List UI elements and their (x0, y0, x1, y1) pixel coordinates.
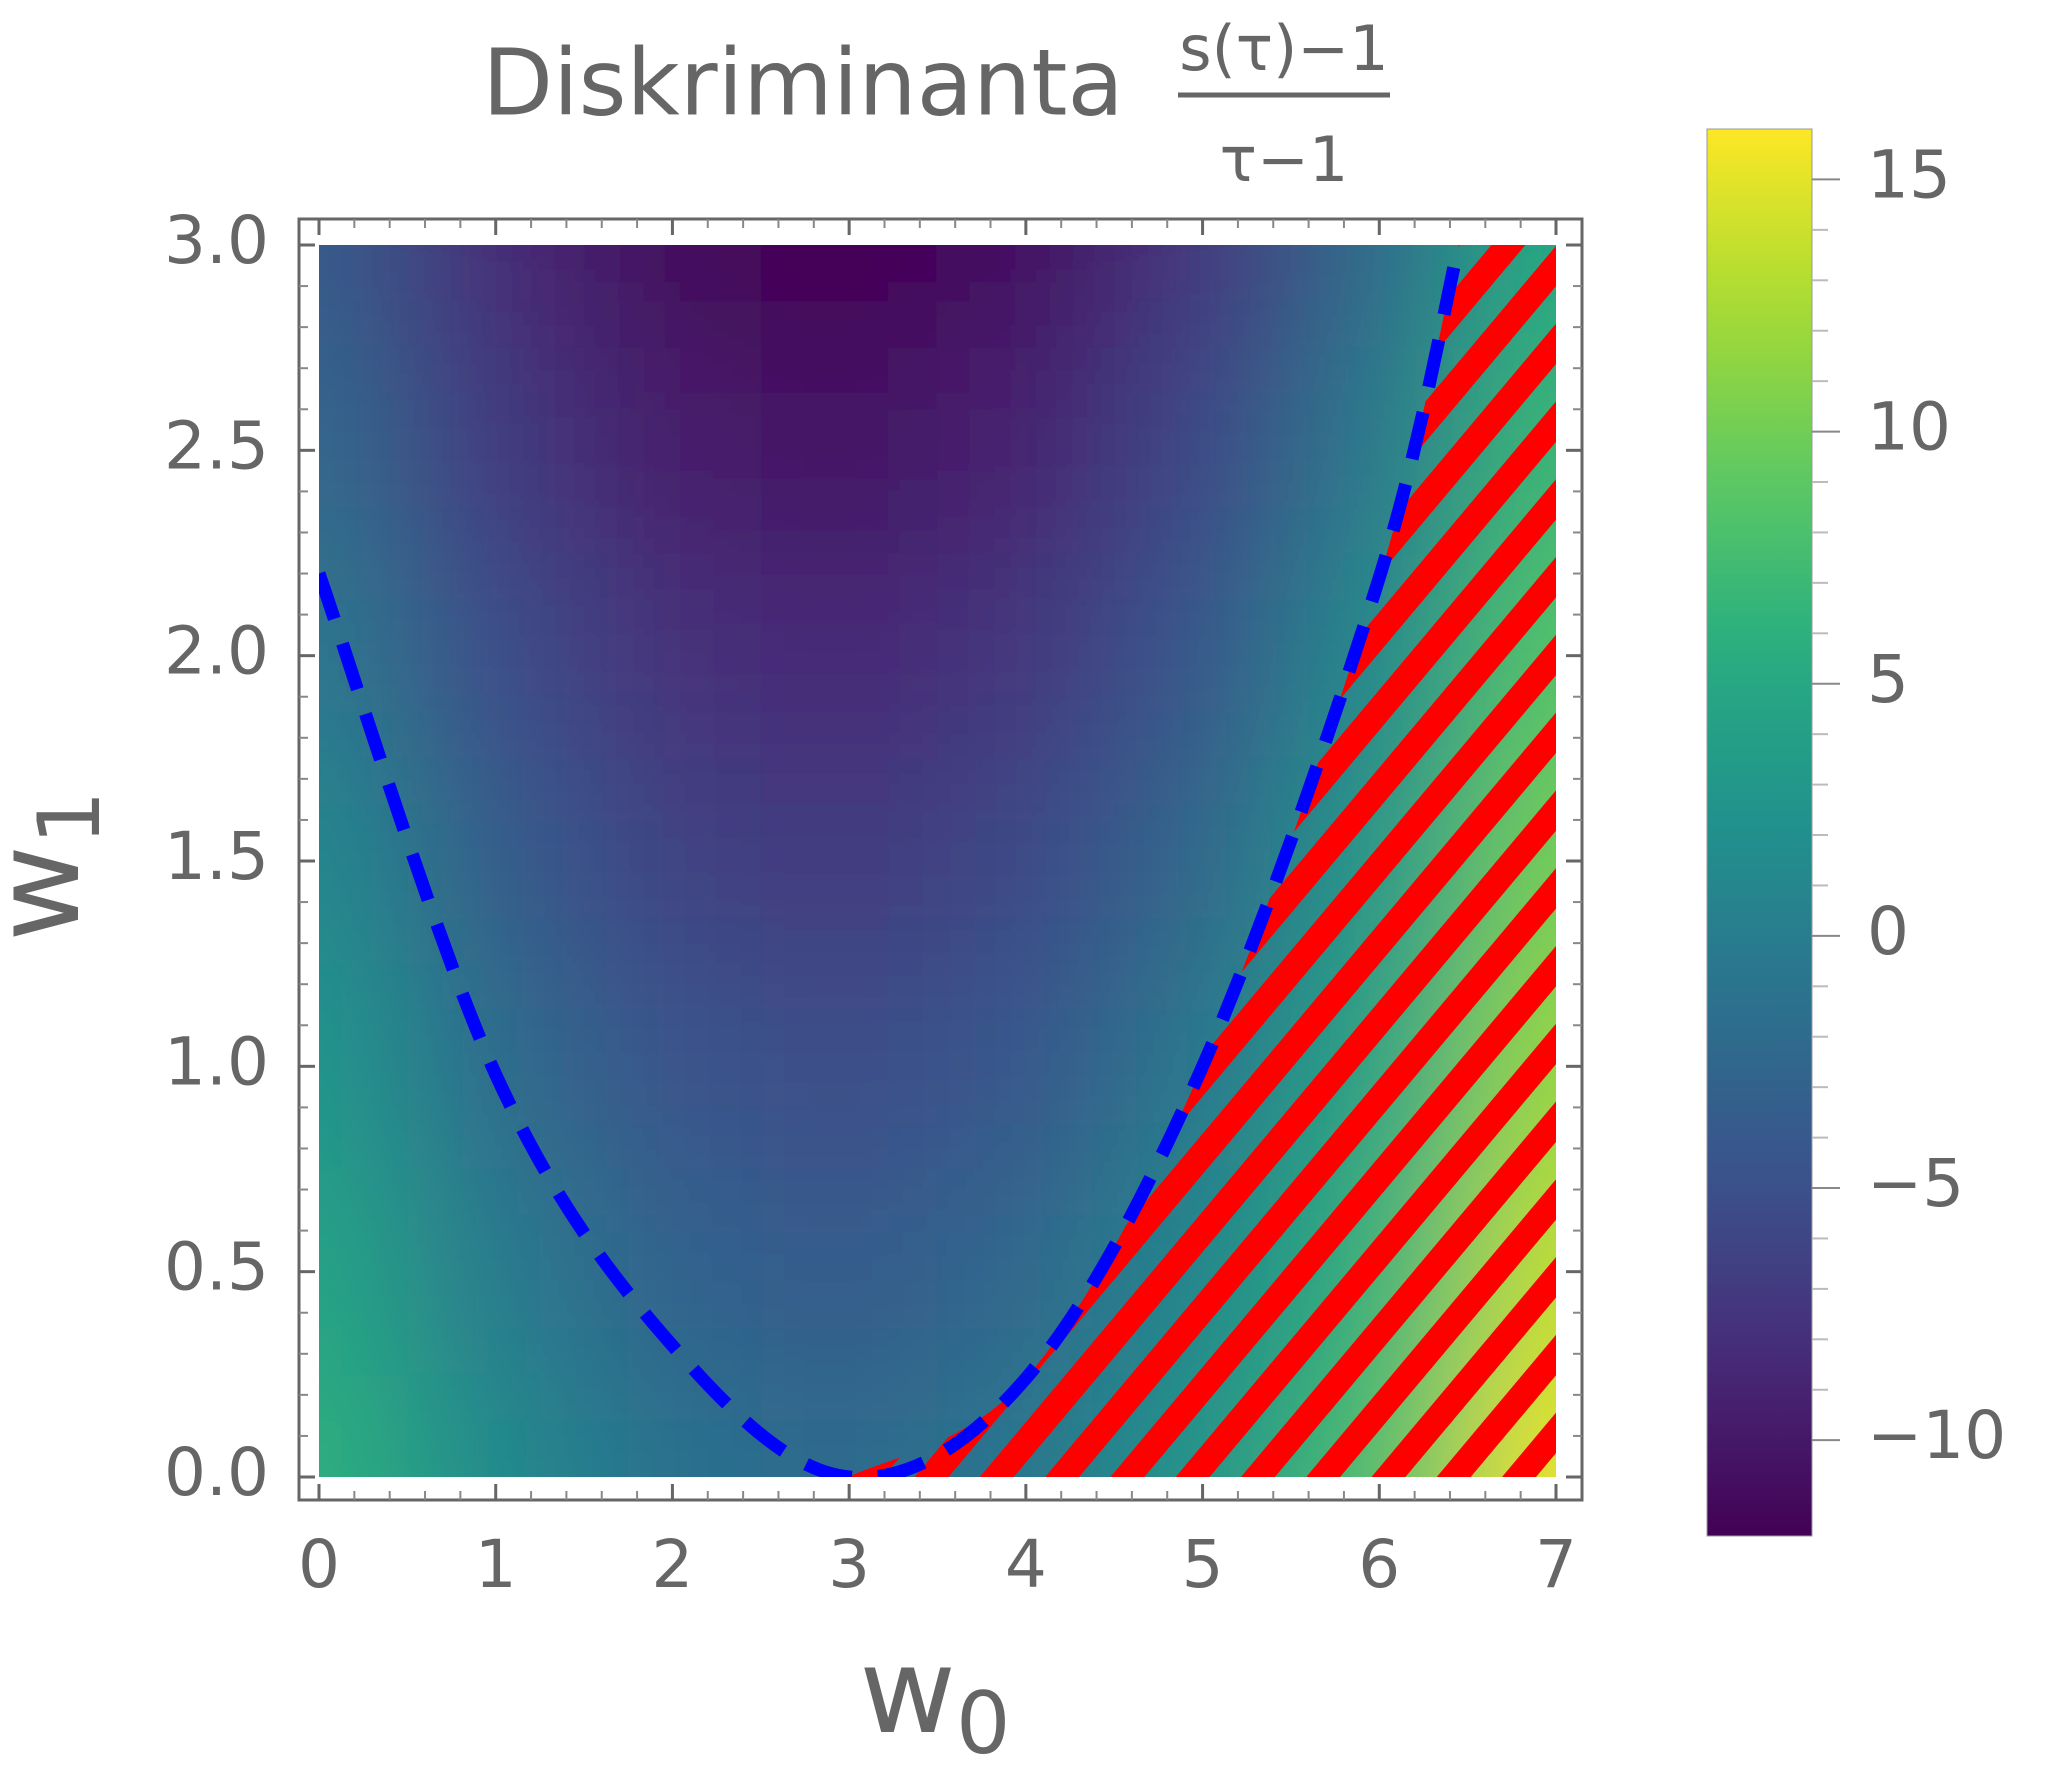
density-cell (584, 553, 761, 759)
density-cell (937, 347, 1115, 553)
y-label-sub: 1 (20, 790, 120, 845)
density-cell (760, 1169, 938, 1375)
x-tick-label: 5 (1182, 1526, 1224, 1603)
density-field (319, 245, 1556, 1477)
x-tick-label: 4 (1005, 1526, 1047, 1603)
x-tick-label: 6 (1358, 1526, 1400, 1603)
y-tick-label: 3.0 (164, 202, 269, 279)
y-tick-label: 1.0 (164, 1023, 269, 1100)
x-tick-label: 1 (475, 1526, 517, 1603)
y-tick-label: 1.5 (164, 818, 269, 895)
x-tick-label: 0 (298, 1526, 340, 1603)
x-label-sub: 0 (956, 1674, 1011, 1770)
density-cell (937, 553, 1115, 759)
y-tick-label: 0.0 (164, 1434, 269, 1511)
density-cell (407, 245, 585, 348)
x-axis-label: w0 (859, 1622, 1010, 1770)
colorbar-tick-label: −10 (1867, 1397, 2006, 1474)
density-cell (1290, 245, 1468, 348)
density-cell (584, 758, 761, 964)
density-cells (319, 245, 1556, 1477)
density-cell (760, 347, 938, 553)
colorbar-tick-label: 15 (1867, 136, 1951, 213)
density-cell (407, 553, 585, 759)
density-cell (937, 245, 1115, 348)
x-label-base: w (859, 1622, 956, 1760)
y-axis-label: w1 (0, 790, 120, 941)
density-cell (760, 963, 938, 1169)
density-cell (584, 347, 761, 553)
colorbar-tick-label: 0 (1867, 893, 1909, 970)
colorbar-tick-label: −5 (1867, 1145, 1964, 1222)
density-cell (319, 245, 408, 348)
density-cell (407, 347, 585, 553)
density-cell (319, 963, 408, 1169)
density-cell (1114, 347, 1291, 553)
boundary-curve (319, 245, 1466, 1477)
colorbar (1706, 128, 1813, 1537)
density-cell (760, 245, 938, 348)
colorbar-tick-label: 5 (1867, 641, 1909, 718)
y-tick-label: 2.0 (164, 613, 269, 690)
density-cell (937, 963, 1115, 1169)
density-cell (1114, 245, 1291, 348)
density-cell (760, 758, 938, 964)
density-cell (319, 1169, 408, 1375)
x-tick-label: 7 (1535, 1526, 1577, 1603)
density-cell (319, 347, 408, 553)
density-cell (584, 245, 761, 348)
hatch-region (849, 245, 1556, 1477)
density-cell (937, 758, 1115, 964)
colorbar-tick-label: 10 (1867, 389, 1951, 466)
density-cell (1114, 553, 1291, 759)
density-cell (407, 1169, 585, 1375)
y-label-base: w (0, 845, 106, 942)
density-cell (584, 963, 761, 1169)
chart-title: Diskriminanta (482, 29, 1124, 136)
y-tick-label: 0.5 (164, 1229, 269, 1306)
y-tick-label: 2.5 (164, 407, 269, 484)
x-tick-label: 2 (651, 1526, 693, 1603)
density-cell (407, 1374, 585, 1477)
density-cell (319, 1374, 408, 1477)
title-denominator: τ−1 (1220, 123, 1349, 196)
density-cell (760, 553, 938, 759)
overlay (319, 245, 1556, 1477)
title-numerator: s(τ)−1 (1179, 12, 1388, 85)
x-tick-label: 3 (828, 1526, 870, 1603)
density-cell (584, 1374, 761, 1477)
